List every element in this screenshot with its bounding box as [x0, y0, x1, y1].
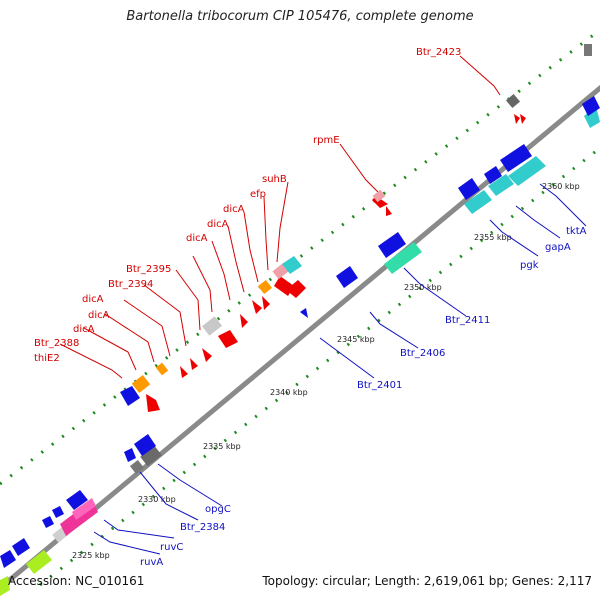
kbp-label: 2325 kbp [72, 551, 110, 560]
gene-feature [520, 114, 526, 124]
gene-feature-blue [378, 232, 406, 258]
gene-feature-blue [134, 434, 156, 456]
gene-label[interactable]: efp [250, 189, 266, 200]
gene-label[interactable]: dicA [207, 219, 229, 230]
gene-feature-green [384, 242, 422, 274]
gene-feature-cyan [508, 156, 546, 186]
gene-feature [240, 314, 248, 328]
gene-label[interactable]: Btr_2401 [357, 380, 402, 391]
gene-feature-blue [336, 266, 358, 288]
gene-label[interactable]: pgk [520, 260, 539, 271]
gene-label[interactable]: Btr_2406 [400, 348, 445, 359]
gene-label[interactable]: Btr_2394 [108, 279, 153, 290]
gene-feature [386, 206, 392, 216]
gene-feature-orange [155, 362, 169, 376]
gene-feature [190, 358, 198, 370]
gene-feature-blue [42, 516, 54, 528]
gene-label[interactable]: dicA [186, 233, 208, 244]
gene-feature-blue [0, 550, 16, 568]
gene-label[interactable]: gapA [545, 242, 571, 253]
gene-label[interactable]: suhB [262, 174, 287, 185]
red-leader-lines [59, 55, 501, 379]
gene-label[interactable]: ruvA [140, 557, 163, 568]
gene-feature-pink [372, 189, 386, 203]
gene-label[interactable]: opgC [205, 504, 231, 515]
gene-feature [262, 296, 270, 310]
gene-features[interactable] [0, 44, 600, 596]
gene-feature-lightgrey [202, 316, 222, 336]
gene-label[interactable]: thiE2 [34, 353, 60, 364]
gene-feature-green [26, 550, 52, 574]
gene-label[interactable]: dicA [223, 204, 245, 215]
gene-feature-blue [484, 166, 502, 184]
gene-feature-blue [582, 96, 600, 116]
gene-feature-blue [500, 144, 532, 172]
kbp-label: 2345 kbp [337, 335, 375, 344]
gene-feature-blue [120, 386, 140, 406]
scale-track-inner [39, 146, 600, 587]
gene-feature-magenta [72, 498, 96, 520]
gene-feature-cyan [282, 256, 302, 274]
gene-label[interactable]: Btr_2384 [180, 522, 225, 533]
red-gene-features[interactable] [146, 114, 526, 412]
gene-feature-cyan [464, 190, 492, 214]
gene-feature-cyan [488, 174, 514, 196]
kbp-label: 2335 kbp [203, 442, 241, 451]
genome-backbone [0, 84, 600, 590]
gene-label[interactable]: ruvC [160, 542, 183, 553]
gene-feature-grey [584, 44, 592, 56]
gene-label[interactable]: Btr_2423 [416, 47, 461, 58]
gene-label[interactable]: dicA [88, 310, 110, 321]
gene-feature [286, 280, 306, 298]
gene-feature [202, 348, 212, 362]
gene-feature-green [0, 576, 10, 596]
gene-label[interactable]: Btr_2395 [126, 264, 171, 275]
kbp-label: 2355 kbp [474, 233, 512, 242]
gene-label[interactable]: tktA [566, 226, 587, 237]
gene-feature-grey [505, 93, 521, 109]
map-title: Bartonella tribocorum CIP 105476, comple… [126, 9, 474, 24]
gene-feature-blue [124, 448, 136, 462]
gene-feature-grey [140, 445, 162, 467]
gene-label[interactable]: dicA [73, 324, 95, 335]
gene-feature-blue [12, 538, 30, 556]
gene-feature [252, 300, 262, 314]
kbp-label: 2330 kbp [138, 495, 176, 504]
kbp-label: 2350 kbp [404, 283, 442, 292]
gene-label[interactable]: dicA [82, 294, 104, 305]
kbp-label: 2360 kbp [542, 182, 580, 191]
gene-label[interactable]: rpmE [313, 135, 340, 146]
topology-summary: Topology: circular; Length: 2,619,061 bp… [262, 574, 592, 588]
gene-feature-blue [300, 308, 308, 318]
gene-feature [146, 394, 160, 412]
gene-feature-cyan [584, 106, 600, 128]
accession-text: Accession: NC_010161 [8, 574, 145, 588]
gene-label[interactable]: Btr_2411 [445, 315, 490, 326]
blue-leader-lines [93, 183, 587, 555]
gene-feature-blue [458, 178, 480, 200]
gene-feature-blue [66, 490, 88, 510]
gene-feature-blue [52, 506, 64, 518]
gene-feature [218, 330, 238, 348]
gene-feature-orange [131, 374, 151, 394]
gene-feature [514, 114, 520, 124]
gene-feature [180, 366, 188, 378]
gene-label[interactable]: Btr_2388 [34, 338, 79, 349]
gene-feature-orange [257, 279, 273, 295]
kbp-label: 2340 kbp [270, 388, 308, 397]
gene-feature-grey [129, 459, 145, 475]
